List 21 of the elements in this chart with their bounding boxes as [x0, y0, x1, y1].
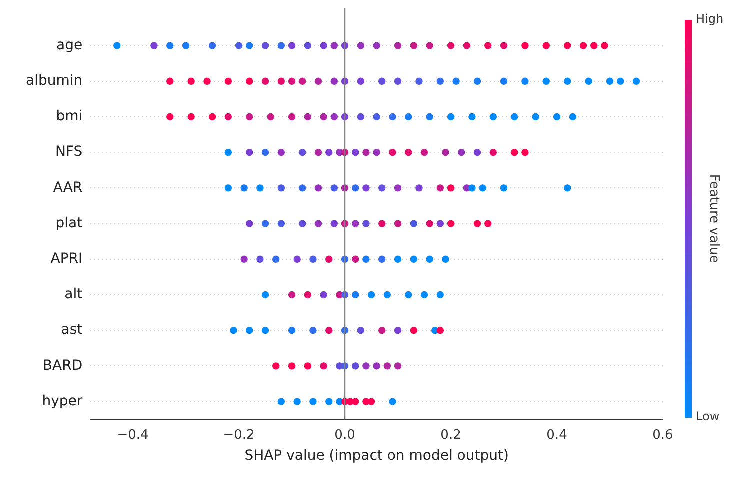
y-tick-label: age — [56, 37, 83, 54]
y-tick-label: bmi — [56, 108, 83, 125]
x-tick-label: −0.4 — [117, 428, 149, 443]
x-tick-label: −0.2 — [223, 428, 255, 443]
y-tick-label: hyper — [42, 393, 83, 410]
x-tick-label: 0.4 — [546, 428, 568, 443]
y-tick-label: BARD — [42, 358, 83, 374]
y-tick-label: AAR — [53, 180, 83, 196]
y-tick-label: NFS — [55, 144, 83, 160]
x-tick-label: 0.0 — [334, 428, 356, 443]
color-bar-label: Low — [696, 410, 720, 424]
x-axis-title: SHAP value (impact on model output) — [244, 448, 509, 464]
color-bar-label: High — [696, 12, 724, 26]
x-tick-label: 0.6 — [652, 428, 674, 443]
x-tick-label: 0.2 — [440, 428, 462, 443]
color-bar-title: Feature value — [706, 174, 722, 264]
y-tick-label: APRI — [50, 251, 83, 268]
y-tick-label: albumin — [26, 73, 83, 90]
y-tick-label: ast — [61, 322, 84, 338]
y-tick-label: alt — [64, 286, 84, 303]
y-tick-label: plat — [56, 215, 84, 232]
